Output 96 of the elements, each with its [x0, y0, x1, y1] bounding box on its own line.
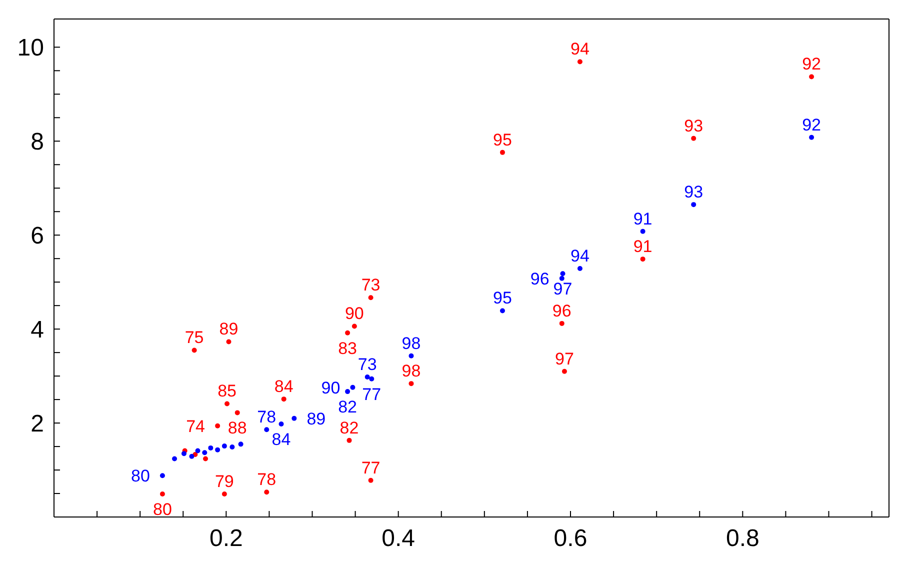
annotation: 93: [684, 116, 704, 136]
point: [215, 447, 220, 452]
point: [577, 266, 582, 271]
annotation: 96: [552, 301, 572, 320]
point: [215, 423, 220, 428]
annotation: 92: [802, 115, 821, 134]
annotation: 85: [218, 382, 236, 401]
y-tick-label: 4: [30, 316, 44, 344]
point: [408, 381, 414, 386]
annotation: 74: [186, 416, 206, 436]
point: [562, 368, 567, 374]
point: [224, 401, 230, 406]
annotation: 95: [493, 288, 512, 308]
point: [172, 456, 178, 462]
annotation: 98: [402, 362, 421, 381]
annotation: 98: [402, 334, 421, 353]
point: [345, 389, 350, 394]
point: [408, 353, 414, 358]
point: [691, 136, 696, 141]
annotation: 90: [321, 378, 340, 398]
annotation: 84: [272, 430, 291, 449]
annotation: 82: [338, 398, 357, 417]
x-tick-label: 0.6: [554, 525, 588, 552]
point: [292, 416, 297, 421]
y-tick-label: 6: [30, 222, 44, 250]
point: [368, 478, 374, 483]
annotation: 82: [340, 418, 359, 438]
point: [559, 320, 564, 326]
point: [230, 444, 235, 450]
annotation: 91: [633, 237, 652, 256]
annotation: 90: [344, 304, 364, 324]
point: [691, 202, 696, 208]
annotation: 77: [362, 384, 382, 404]
point: [345, 330, 350, 336]
annotation: 80: [131, 466, 150, 486]
point: [364, 374, 370, 380]
annotation: 94: [570, 246, 590, 266]
point: [809, 74, 814, 80]
point: [809, 134, 814, 140]
annotation: 96: [530, 269, 550, 288]
point: [369, 376, 374, 382]
annotation: 84: [274, 377, 294, 396]
point: [160, 491, 165, 496]
annotation: 73: [358, 354, 377, 374]
annotation: 79: [214, 472, 234, 491]
point: [278, 421, 284, 426]
x-tick-label: 0.4: [382, 525, 416, 552]
point: [346, 438, 352, 443]
x-tick-label: 0.2: [209, 525, 243, 552]
point: [226, 339, 232, 344]
y-tick-label: 2: [30, 410, 44, 438]
annotation: 93: [684, 182, 704, 202]
annotation: 78: [257, 408, 276, 427]
point: [368, 295, 374, 300]
annotation: 91: [633, 209, 652, 228]
point: [559, 276, 564, 281]
point: [203, 456, 208, 462]
point: [208, 445, 214, 450]
point: [264, 490, 270, 495]
point: [238, 442, 244, 447]
point: [192, 348, 197, 353]
point: [640, 256, 646, 262]
annotation: 75: [184, 328, 204, 348]
point: [577, 59, 582, 64]
point: [195, 448, 200, 454]
point: [560, 271, 566, 276]
point: [181, 451, 186, 456]
y-tick-label: 10: [17, 34, 44, 62]
annotation: 92: [802, 54, 821, 74]
point: [234, 410, 240, 416]
point: [189, 454, 194, 459]
annotation: 89: [219, 320, 238, 339]
annotation: 97: [555, 349, 574, 368]
point: [500, 308, 505, 314]
y-tick-label: 8: [30, 128, 44, 156]
annotation: 80: [153, 500, 172, 519]
x-tick-label: 0.8: [726, 525, 760, 552]
annotation: 83: [338, 338, 357, 358]
point: [202, 450, 208, 456]
annotation: 94: [570, 40, 590, 59]
annotation: 73: [361, 276, 380, 295]
point: [264, 427, 270, 432]
annotation: 78: [257, 470, 276, 490]
point: [500, 150, 505, 155]
annotation: 88: [228, 418, 247, 438]
point: [160, 473, 165, 478]
annotation: 97: [553, 280, 572, 299]
point: [640, 228, 646, 234]
point: [350, 384, 356, 390]
annotation: 95: [493, 130, 512, 150]
point: [222, 491, 227, 496]
annotation: 77: [361, 458, 380, 478]
point: [222, 444, 227, 449]
annotation: 89: [306, 409, 326, 428]
point: [352, 324, 357, 329]
point: [281, 396, 286, 402]
